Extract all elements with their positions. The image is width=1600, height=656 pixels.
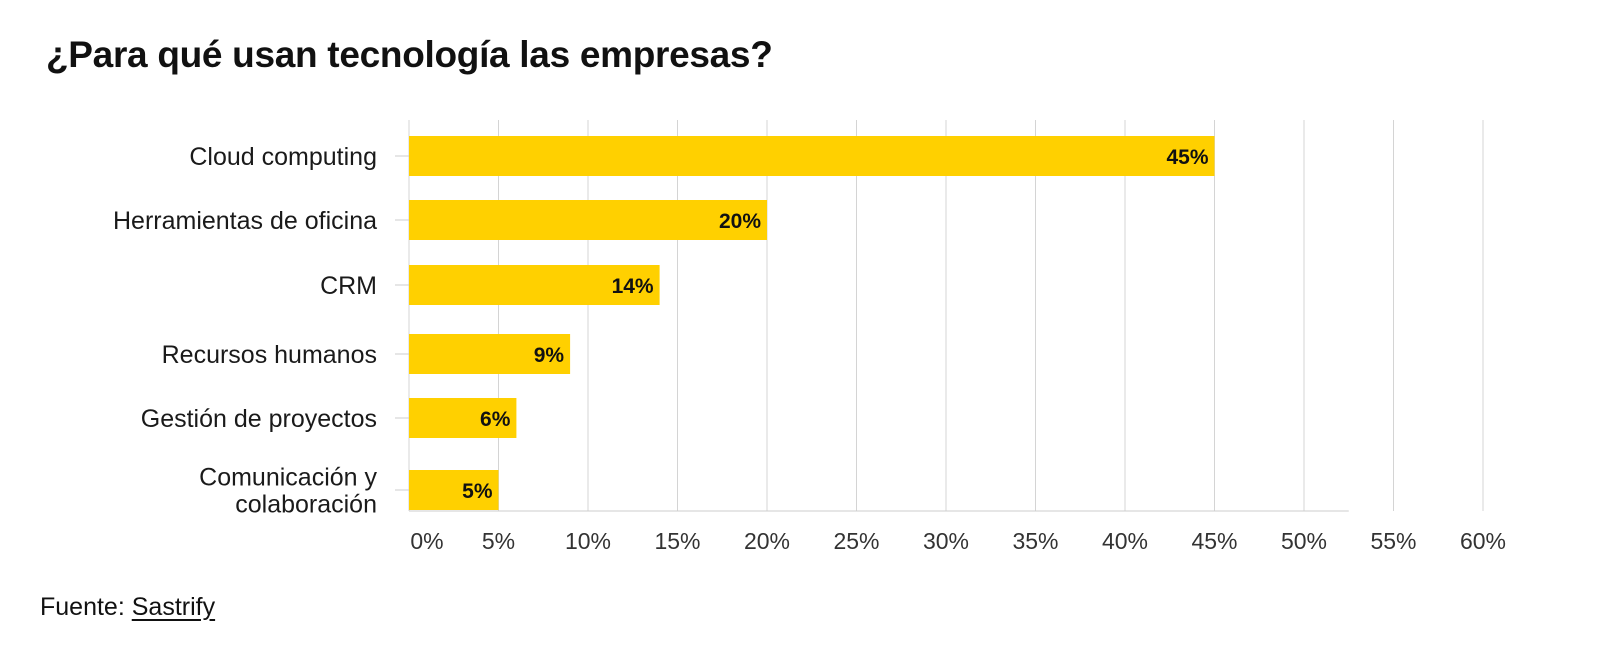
data-label: 14%	[612, 275, 654, 298]
bar	[409, 265, 660, 305]
category-labels: Cloud computing Herramientas de oficina CR…	[113, 143, 378, 519]
bar	[409, 470, 499, 510]
bars: 45% 20% 14% 9% 6% 5%	[409, 136, 1215, 510]
x-tick-label: 40%	[1102, 528, 1148, 554]
x-tick-label: 55%	[1370, 528, 1416, 554]
x-tick-label: 25%	[833, 528, 879, 554]
x-tick-label: 20%	[744, 528, 790, 554]
category-label: Recursos humanos	[162, 341, 377, 369]
x-tick-label: 5%	[482, 528, 515, 554]
x-axis-ticks: 0% 5% 10% 15% 20% 25% 30% 35% 40% 45% 50% 55% 60%	[410, 528, 1506, 554]
data-label: 6%	[480, 408, 511, 431]
category-label: Herramientas de oficina	[113, 207, 377, 235]
x-tick-label: 50%	[1281, 528, 1327, 554]
category-label: CRM	[320, 272, 377, 300]
x-tick-label: 45%	[1191, 528, 1237, 554]
data-label: 9%	[534, 344, 565, 367]
x-tick-label: 30%	[923, 528, 969, 554]
source-link[interactable]: Sastrify	[131, 593, 216, 621]
category-label: Gestión de proyectos	[141, 405, 377, 433]
x-tick-label: 10%	[565, 528, 611, 554]
data-label: 20%	[719, 210, 761, 233]
bar	[409, 136, 1215, 176]
category-label: Cloud computing	[189, 143, 377, 171]
source-note: Fuente: Sastrify	[40, 593, 215, 622]
bar	[409, 200, 767, 240]
data-label: 5%	[462, 480, 493, 503]
data-label: 45%	[1166, 146, 1208, 169]
bar	[409, 334, 571, 374]
chart-title: ¿Para qué usan tecnología las empresas?	[46, 34, 773, 75]
x-tick-label: 0%	[410, 528, 443, 554]
bar	[409, 398, 517, 438]
x-tick-label: 35%	[1012, 528, 1058, 554]
gridlines	[395, 120, 1484, 512]
category-label: Comunicación y colaboración	[199, 464, 377, 519]
x-tick-label: 15%	[654, 528, 700, 554]
x-tick-label: 60%	[1460, 528, 1506, 554]
source-label: Fuente:	[40, 593, 125, 621]
